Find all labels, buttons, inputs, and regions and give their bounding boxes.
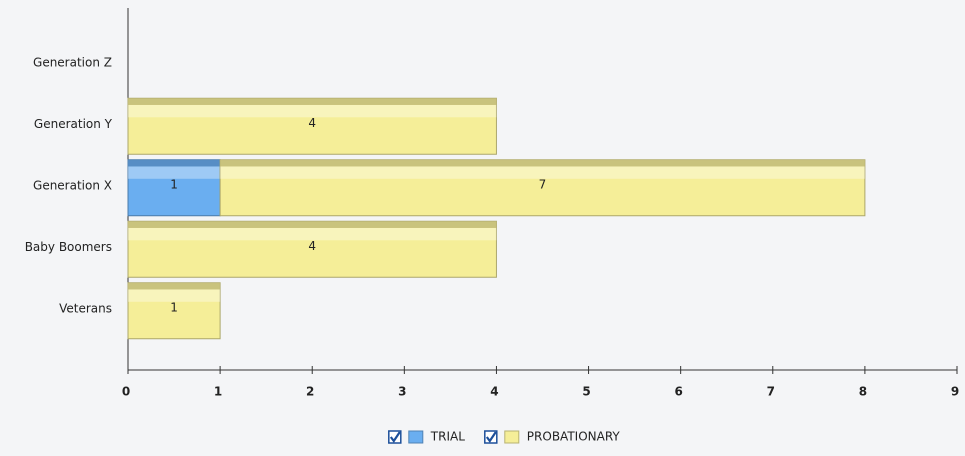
bar-segment: 4 xyxy=(127,97,497,155)
y-tick-label: Generation X xyxy=(33,178,112,192)
x-tick-label: 7 xyxy=(767,385,775,399)
data-label: 7 xyxy=(539,177,547,191)
legend-check xyxy=(389,431,401,443)
bar-highlight xyxy=(128,104,497,118)
bar-highlight xyxy=(128,166,221,179)
legend-label: TRIAL xyxy=(430,430,465,444)
bar-highlight xyxy=(128,159,221,167)
x-tick-label: 0 xyxy=(122,385,130,399)
bar xyxy=(127,282,221,340)
x-tick-label: 3 xyxy=(398,385,406,399)
data-label: 4 xyxy=(308,116,316,130)
x-tick-label: 4 xyxy=(490,385,498,399)
y-tick-label: Generation Z xyxy=(33,55,112,69)
bar-highlight xyxy=(128,98,497,105)
bar xyxy=(127,220,497,278)
x-tick-label: 2 xyxy=(306,385,314,399)
bar xyxy=(219,159,866,217)
y-tick-label: Generation Y xyxy=(34,117,113,131)
bar-highlight xyxy=(128,227,497,241)
bar-segment: 1 xyxy=(127,282,221,340)
x-tick-label: 1 xyxy=(214,385,222,399)
x-tick-label: 5 xyxy=(582,385,590,399)
data-label: 1 xyxy=(170,177,178,191)
legend-label: PROBATIONARY xyxy=(527,430,621,444)
bar-segment: 7 xyxy=(219,159,866,217)
bar-highlight xyxy=(128,221,497,228)
bar-segment: 4 xyxy=(127,220,497,278)
bar xyxy=(127,97,497,155)
x-tick-label: 6 xyxy=(674,385,682,399)
x-tick-label: 8 xyxy=(859,385,867,399)
bar-highlight xyxy=(220,166,865,179)
legend-swatch xyxy=(504,430,520,444)
bar-highlight xyxy=(128,282,221,290)
legend-swatch xyxy=(408,430,424,444)
y-tick-label: Veterans xyxy=(59,301,112,315)
legend-check xyxy=(485,431,497,443)
x-tick-label: 9 xyxy=(951,385,959,399)
data-label: 4 xyxy=(308,239,316,253)
y-tick-label: Baby Boomers xyxy=(25,240,112,254)
data-label: 1 xyxy=(170,300,178,314)
bar-highlight xyxy=(128,289,221,302)
bar-highlight xyxy=(220,159,865,167)
bar-segment: 1 xyxy=(127,159,221,217)
